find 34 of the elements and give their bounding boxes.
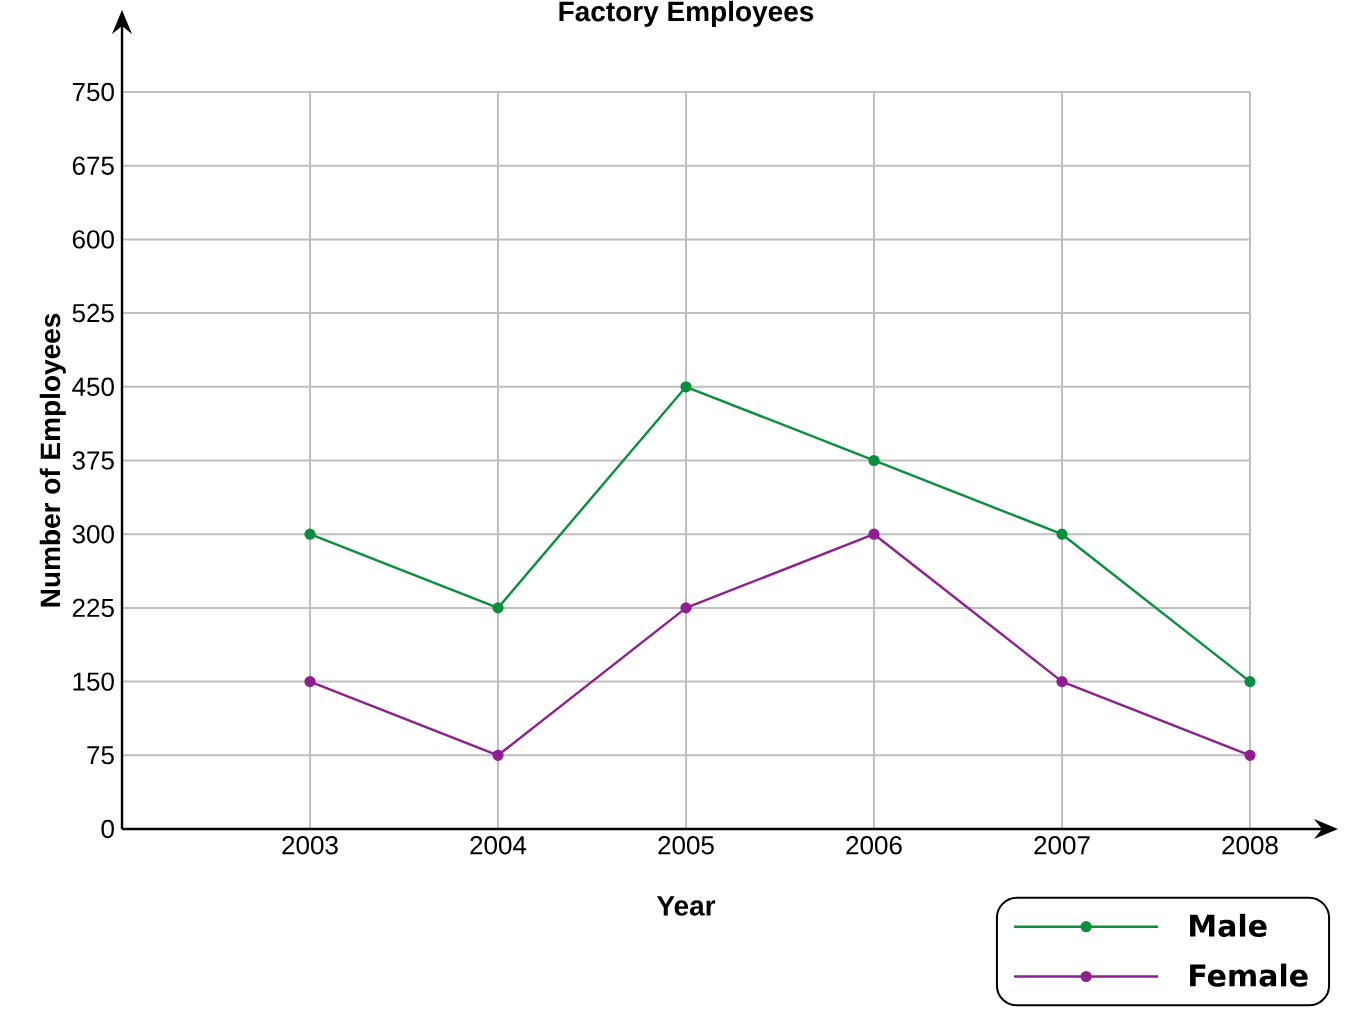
y-tick-label: 525 [72,303,114,323]
x-tick-label: 2006 [846,836,902,855]
y-tick-label: 675 [72,156,114,175]
y-tick-label: 375 [72,451,114,470]
y-axis-title: Number of Employees [39,313,66,607]
point [492,749,504,761]
x-tick-label: 2003 [282,836,338,855]
point [304,675,316,688]
point [868,528,880,540]
point [1244,749,1256,761]
y-tick-label: 0 [101,819,114,839]
y-tick-label: 225 [72,598,114,618]
y-tick-label: 300 [72,524,114,544]
y-tick-label: 150 [73,672,114,691]
point [680,381,692,393]
legend-label: Male [1190,913,1267,938]
x-tick-label: 2004 [470,836,527,855]
point [492,602,504,614]
y-tick-label: 75 [87,746,114,765]
y-tick-label: 450 [72,377,114,396]
point [1244,675,1256,688]
x-axis-title: Year [656,896,716,916]
x-tick-label: 2007 [1034,836,1090,855]
point [1056,675,1068,688]
x-tick-label: 2005 [658,836,714,855]
y-tick-label: 600 [72,230,114,249]
legend-label: Female [1190,963,1308,987]
point [304,528,316,540]
chart-title: Factory Employees [559,0,814,27]
x-tick-label: 2008 [1222,836,1278,855]
point [1056,528,1068,540]
point [868,454,880,467]
y-tick-label: 750 [72,82,114,102]
point [680,602,692,614]
